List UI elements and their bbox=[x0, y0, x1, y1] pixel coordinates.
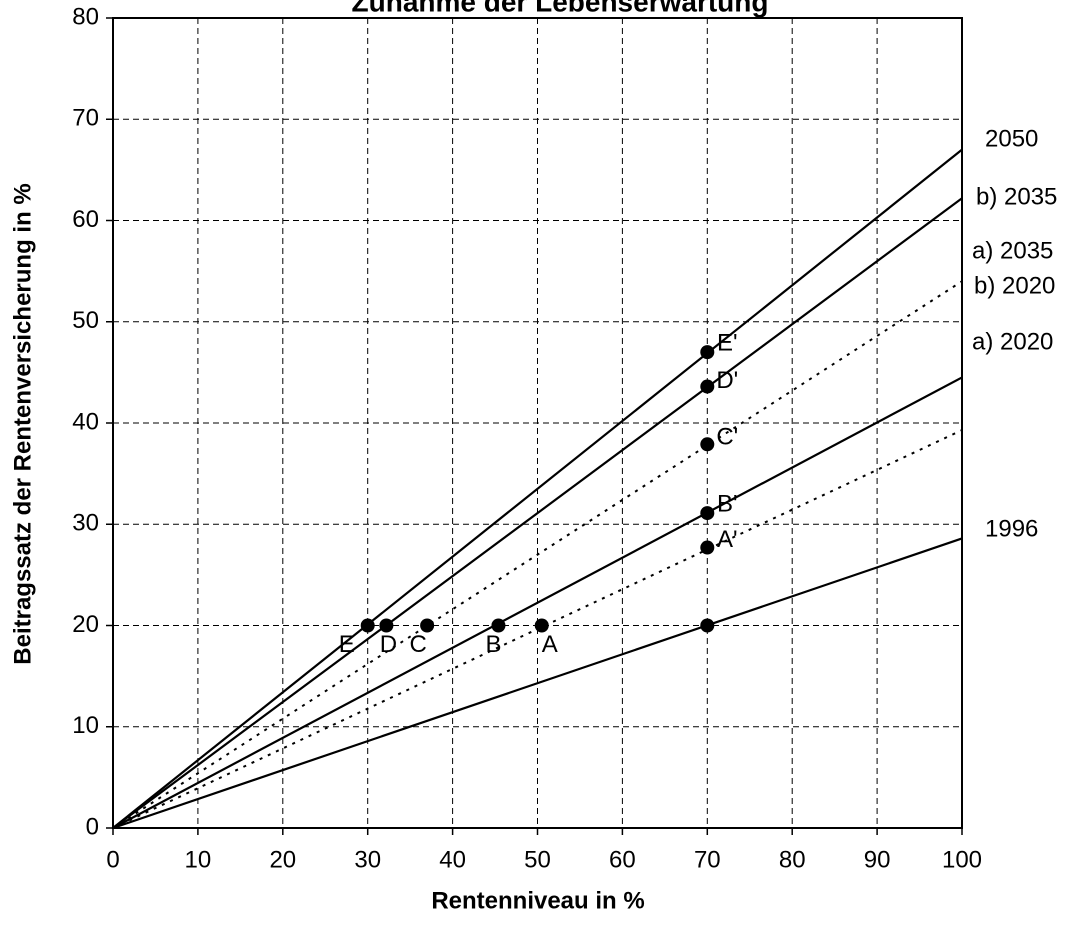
point bbox=[491, 618, 506, 633]
x-tick-label: 20 bbox=[269, 846, 296, 873]
y-tick-label: 70 bbox=[72, 105, 99, 132]
x-axis-label: Rentenniveau in % bbox=[431, 887, 644, 914]
y-axis-label: Beitragssatz der Rentenversicherung in % bbox=[9, 183, 36, 664]
point-label: C bbox=[409, 631, 426, 658]
series-label: a) 2035 bbox=[972, 237, 1053, 264]
series-label: b) 2020 bbox=[974, 272, 1055, 299]
point-label: B' bbox=[717, 490, 738, 517]
x-tick-label: 30 bbox=[354, 846, 381, 873]
x-tick-label: 0 bbox=[106, 846, 119, 873]
x-tick-label: 40 bbox=[439, 846, 466, 873]
x-tick-label: 80 bbox=[779, 846, 806, 873]
point bbox=[534, 618, 549, 633]
point bbox=[700, 506, 715, 521]
y-tick-label: 10 bbox=[72, 712, 99, 739]
point bbox=[379, 618, 394, 633]
point bbox=[700, 437, 715, 452]
point bbox=[700, 618, 715, 633]
point-label: D bbox=[380, 631, 397, 658]
chart-title: Zunahme der Lebenserwartung bbox=[352, 0, 769, 17]
x-tick-label: 100 bbox=[942, 846, 982, 873]
series-label: a) 2020 bbox=[972, 328, 1053, 355]
series-label: 2050 bbox=[985, 125, 1038, 152]
series-line bbox=[112, 148, 963, 829]
series-label: 1996 bbox=[985, 515, 1038, 542]
y-tick-label: 80 bbox=[72, 3, 99, 30]
point bbox=[700, 540, 715, 555]
point-label: A bbox=[542, 631, 558, 658]
point bbox=[420, 618, 435, 633]
point-label: B bbox=[485, 631, 501, 658]
x-tick-label: 70 bbox=[694, 846, 721, 873]
point bbox=[700, 379, 715, 394]
y-tick-label: 50 bbox=[72, 307, 99, 334]
series-line bbox=[112, 280, 963, 829]
point-label: D' bbox=[716, 367, 738, 394]
point bbox=[700, 345, 715, 360]
point-label: A' bbox=[717, 526, 738, 553]
y-tick-label: 40 bbox=[72, 408, 99, 435]
point-label: C' bbox=[716, 424, 738, 451]
y-tick-label: 60 bbox=[72, 206, 99, 233]
x-tick-label: 10 bbox=[185, 846, 212, 873]
y-tick-label: 0 bbox=[86, 813, 99, 840]
y-tick-label: 20 bbox=[72, 611, 99, 638]
point bbox=[360, 618, 375, 633]
series-line bbox=[112, 197, 963, 829]
series-line bbox=[112, 376, 963, 829]
y-tick-label: 30 bbox=[72, 510, 99, 537]
x-tick-label: 90 bbox=[864, 846, 891, 873]
x-tick-label: 60 bbox=[609, 846, 636, 873]
x-tick-label: 50 bbox=[524, 846, 551, 873]
series-line bbox=[112, 537, 963, 830]
plot-border bbox=[112, 17, 963, 829]
series-label: b) 2035 bbox=[976, 183, 1057, 210]
point-label: E' bbox=[717, 329, 738, 356]
point-label: E bbox=[339, 631, 355, 658]
